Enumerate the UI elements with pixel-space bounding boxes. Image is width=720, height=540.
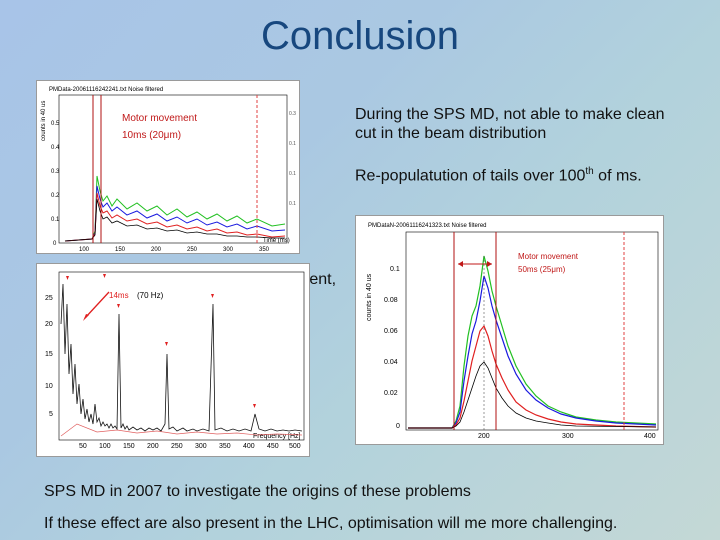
plot2-xtick: 300 (562, 433, 574, 440)
plot2-xtick: 400 (644, 433, 656, 440)
plot1-ytick: 0.2 (51, 193, 60, 199)
plot3-xtick: 250 (171, 443, 183, 450)
plot2-annotation-line2: 50ms (25μm) (518, 265, 566, 274)
bullet-lhc-optimisation: If these effect are also present in the … (44, 515, 618, 532)
plot3-xtick: 150 (123, 443, 135, 450)
plot3-xtick: 50 (79, 443, 87, 450)
plot1-ytick: 0 (53, 241, 57, 247)
plot1-header: PMData-20061116242241.txt Noise filtered (49, 87, 163, 93)
plot1-xtick: 200 (151, 247, 162, 253)
plot2-ytick: 0.04 (384, 359, 398, 366)
plot1-ytick: 0.4 (51, 145, 60, 151)
plot1-xtick: 150 (115, 247, 126, 253)
plot2-header: PMDataN-20061116241323.txt Noise filtere… (368, 223, 487, 229)
plot3-xtick: 300 (195, 443, 207, 450)
plot1-ylabel: counts in 40 us (41, 101, 47, 141)
plot1-ytick: 0.1 (51, 217, 60, 223)
plot3-annotation-black: (70 Hz) (137, 291, 164, 300)
plot1-ytick: 0.3 (51, 169, 60, 175)
plot2-ytick: 0.06 (384, 328, 398, 335)
plot3-ytick: 10 (45, 383, 53, 390)
plot3-xtick: 400 (243, 443, 255, 450)
plot2-ytick: 0.1 (390, 266, 400, 273)
plot3-ytick: 20 (45, 321, 53, 328)
plot1-ytick: 0.5 (51, 121, 60, 127)
svg-text:0.1: 0.1 (289, 141, 296, 147)
plot2-ytick: 0 (396, 423, 400, 430)
bullet-sps-md-2007: SPS MD in 2007 to investigate the origin… (44, 483, 471, 500)
plot3-xtick: 500 (289, 443, 301, 450)
plot2-annotation-line1: Motor movement (518, 252, 579, 261)
plot3-xlabel: Frequency [Hz] (253, 433, 301, 440)
bullet-repopulation: Re-populatution of tails over 100th of m… (355, 166, 642, 185)
plot3-ytick: 15 (45, 351, 53, 358)
plot1-xlabel: Time (ms) (263, 238, 290, 244)
bullet-sps-md-cut: During the SPS MD, not able to make clea… (355, 106, 665, 142)
beam-loss-plot-1: PMData-20061116242241.txt Noise filtered… (36, 80, 300, 254)
plot3-xtick: 200 (147, 443, 159, 450)
slide-title: Conclusion (261, 14, 459, 58)
plot3-xtick: 350 (219, 443, 231, 450)
svg-text:0.3: 0.3 (289, 111, 296, 117)
plot3-annotation-red: 14ms (109, 291, 129, 300)
plot1-xtick: 100 (79, 247, 90, 253)
plot2-ytick: 0.08 (384, 297, 398, 304)
plot3-xtick: 450 (267, 443, 279, 450)
plot2-ytick: 0.02 (384, 390, 398, 397)
plot2-ylabel: counts in 40 us (366, 273, 373, 321)
svg-text:0.1: 0.1 (289, 201, 296, 207)
beam-loss-plot-2: PMDataN-20061116241323.txt Noise filtere… (355, 215, 664, 445)
frequency-spectrum-plot: 25 20 15 10 5 50 100 150 200 250 300 350… (36, 263, 310, 457)
plot1-annotation-line1: Motor movement (122, 113, 197, 124)
plot1-annotation-line2: 10ms (20μm) (122, 130, 181, 141)
plot3-ytick: 25 (45, 295, 53, 302)
plot1-xtick: 250 (187, 247, 198, 253)
svg-text:0.1: 0.1 (289, 171, 296, 177)
plot1-xtick: 300 (223, 247, 234, 253)
plot2-xtick: 200 (478, 433, 490, 440)
plot3-ytick: 5 (49, 411, 53, 418)
plot3-xtick: 100 (99, 443, 111, 450)
plot1-xtick: 350 (259, 247, 270, 253)
